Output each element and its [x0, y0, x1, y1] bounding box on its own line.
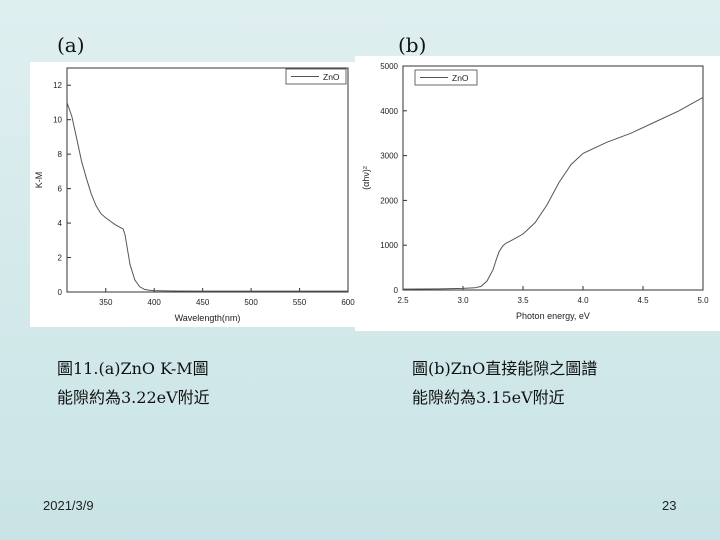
x-tick-label: 600	[341, 298, 355, 307]
y-tick-label: 2000	[380, 196, 398, 205]
plot-frame	[402, 65, 704, 291]
y-tick-label: 0	[58, 288, 63, 297]
series-line	[402, 96, 704, 290]
caption-a: 圖11.(a)ZnO K-M圖 能隙約為3.22eV附近	[57, 354, 210, 412]
x-tick-label: 400	[148, 298, 162, 307]
y-axis-label: (αhν)²	[361, 166, 371, 190]
y-tick-label: 8	[58, 150, 63, 159]
legend-label: ZnO	[452, 73, 469, 83]
footer-date: 2021/3/9	[43, 498, 94, 513]
x-tick-label: 2.5	[397, 296, 409, 305]
y-tick-label: 3000	[380, 152, 398, 161]
x-tick-label: 5.0	[697, 296, 709, 305]
footer-page-number: 23	[662, 498, 677, 513]
x-tick-label: 3.0	[457, 296, 469, 305]
y-tick-label: 4000	[380, 107, 398, 116]
x-axis-label: Photon energy, eV	[516, 311, 590, 321]
caption-b: 圖(b)ZnO直接能隙之圖譜 能隙約為3.15eV附近	[412, 354, 597, 412]
caption-a-line1: 圖11.(a)ZnO K-M圖	[57, 359, 209, 378]
y-tick-label: 4	[58, 219, 63, 228]
plot-frame	[66, 67, 349, 293]
panel-label-a: (a)	[57, 33, 85, 57]
chart-background	[30, 62, 360, 327]
x-tick-label: 550	[293, 298, 307, 307]
x-axis-label: Wavelength(nm)	[175, 313, 241, 323]
caption-a-line2: 能隙約為3.22eV附近	[57, 388, 210, 407]
x-tick-label: 500	[244, 298, 258, 307]
x-tick-label: 450	[196, 298, 210, 307]
chart-background	[355, 56, 720, 331]
y-tick-label: 0	[394, 286, 399, 295]
panel-label-b: (b)	[398, 33, 427, 57]
y-tick-label: 6	[58, 185, 63, 194]
x-tick-label: 350	[99, 298, 113, 307]
y-tick-label: 2	[58, 254, 63, 263]
y-tick-label: 10	[53, 116, 62, 125]
series-line	[66, 102, 348, 292]
y-tick-label: 5000	[380, 62, 398, 71]
y-axis-label: K-M	[34, 172, 44, 189]
direct-bandgap-chart: 2.5 3.0 3.5 4.0 4.5 5.0 0 1000 2000 3000 4000 5000 P…	[355, 56, 720, 331]
y-tick-label: 12	[53, 81, 62, 90]
x-tick-label: 3.5	[517, 296, 529, 305]
caption-b-line2: 能隙約為3.15eV附近	[412, 388, 565, 407]
y-tick-label: 1000	[380, 241, 398, 250]
caption-b-line1: 圖(b)ZnO直接能隙之圖譜	[412, 359, 598, 378]
legend-label: ZnO	[323, 72, 340, 82]
x-tick-label: 4.5	[637, 296, 649, 305]
x-tick-label: 4.0	[577, 296, 589, 305]
km-chart: 350 400 450 500 550 600 0 2 4 6 8 10 12 Wavelength(nm…	[30, 62, 360, 327]
